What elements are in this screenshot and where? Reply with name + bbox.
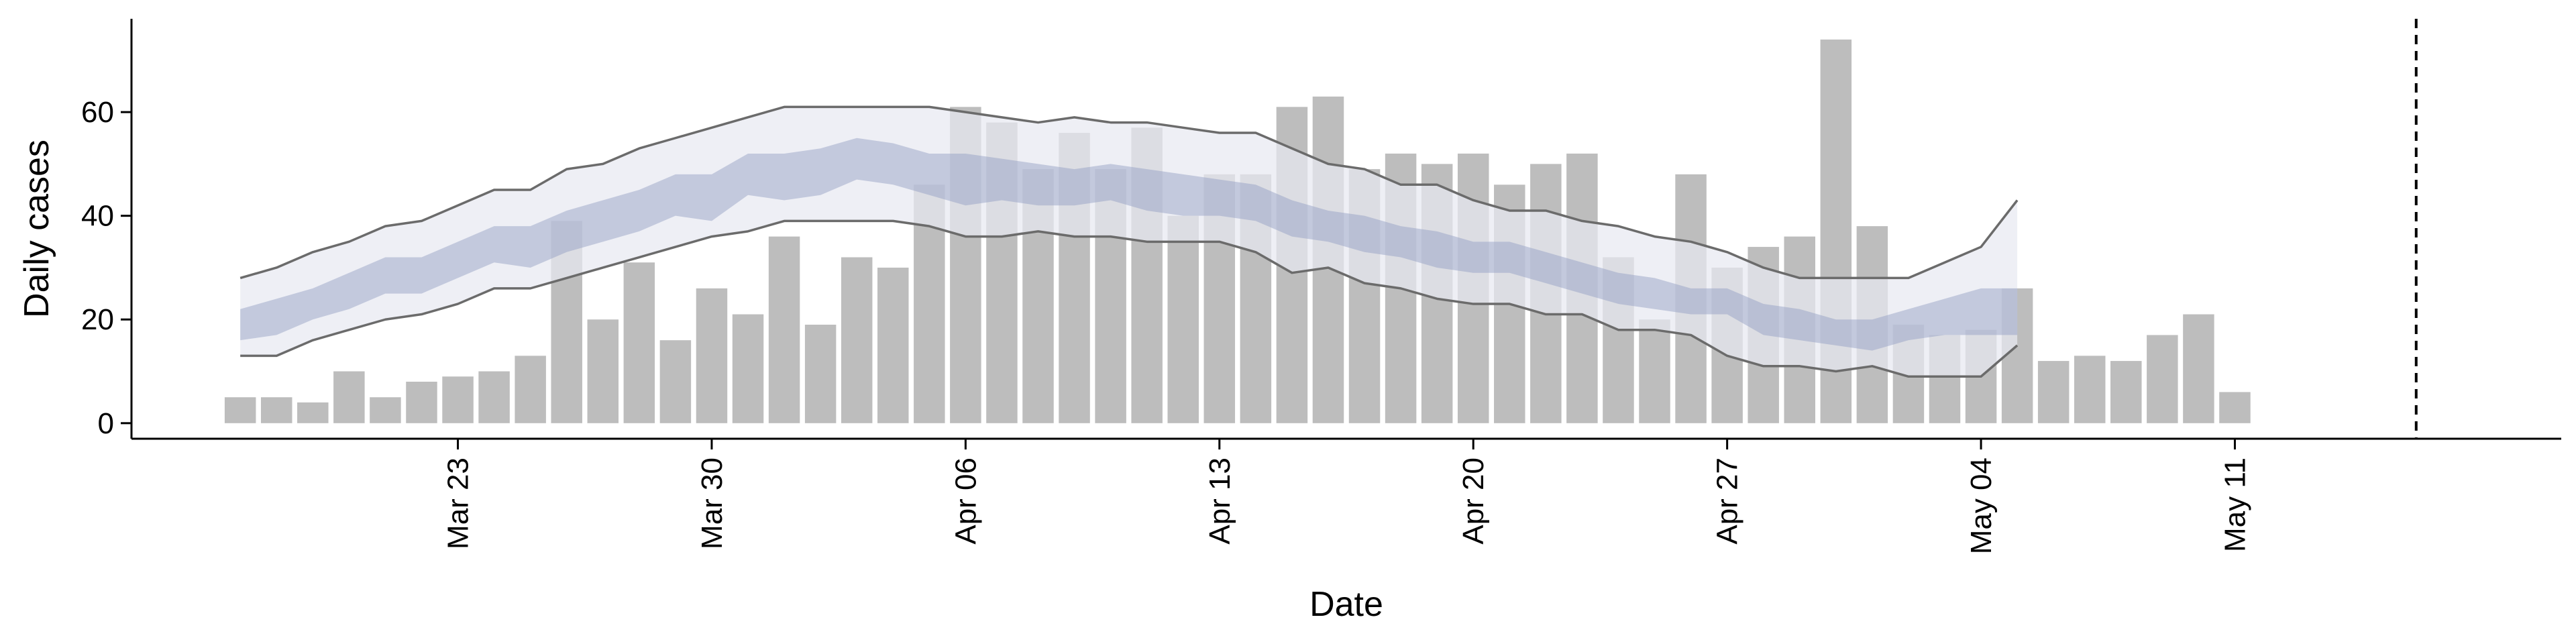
case-bar (333, 371, 365, 423)
case-bar (877, 267, 909, 423)
case-bar (478, 371, 510, 423)
case-bar (515, 356, 546, 423)
x-tick-label: Mar 23 (442, 458, 475, 549)
case-bar (732, 314, 764, 423)
x-tick-label: Apr 06 (949, 458, 982, 545)
x-tick-label: May 04 (1965, 458, 1998, 554)
outer-interval-band (240, 107, 2018, 377)
case-bar (442, 376, 474, 423)
case-bar (224, 397, 256, 423)
y-tick-label: 0 (98, 407, 114, 440)
x-axis-title: Date (1309, 585, 1383, 624)
x-tick-label: Apr 27 (1711, 458, 1744, 545)
case-bar (260, 397, 292, 423)
case-bar (841, 257, 873, 423)
case-bar (768, 236, 800, 423)
case-bar (2074, 356, 2106, 423)
y-tick-label: 60 (81, 96, 114, 129)
case-bar (297, 402, 329, 423)
x-tick-label: May 11 (2218, 458, 2251, 552)
case-bar (623, 262, 655, 423)
case-bar (2147, 335, 2178, 423)
case-bar (2110, 361, 2142, 423)
case-bar (804, 324, 837, 423)
case-bar (2219, 392, 2251, 423)
lower-bound-line (240, 219, 2019, 378)
axes: 0 20 40 60 Mar 23 Mar 30 Apr 06 Apr 13 Apr 20 Apr… (81, 19, 2561, 554)
case-bar (696, 288, 728, 423)
case-bar (406, 381, 437, 423)
y-tick-label: 40 (81, 200, 114, 233)
case-bar (370, 397, 401, 423)
y-tick-label: 20 (81, 303, 114, 336)
inner-interval-band (240, 138, 2018, 351)
estimate-bands (239, 105, 2019, 378)
y-axis-title: Daily cases (17, 140, 56, 318)
case-bar (587, 319, 619, 423)
x-tick-label: Apr 13 (1203, 458, 1236, 545)
upper-bound-line (239, 105, 2019, 280)
x-tick-label: Mar 30 (696, 458, 729, 549)
case-bar (2037, 361, 2070, 423)
case-bar (1167, 215, 1199, 423)
x-tick-label: Apr 20 (1457, 458, 1490, 545)
case-bar (659, 340, 692, 423)
case-bar (2183, 314, 2214, 423)
case-bar (1639, 319, 1670, 423)
